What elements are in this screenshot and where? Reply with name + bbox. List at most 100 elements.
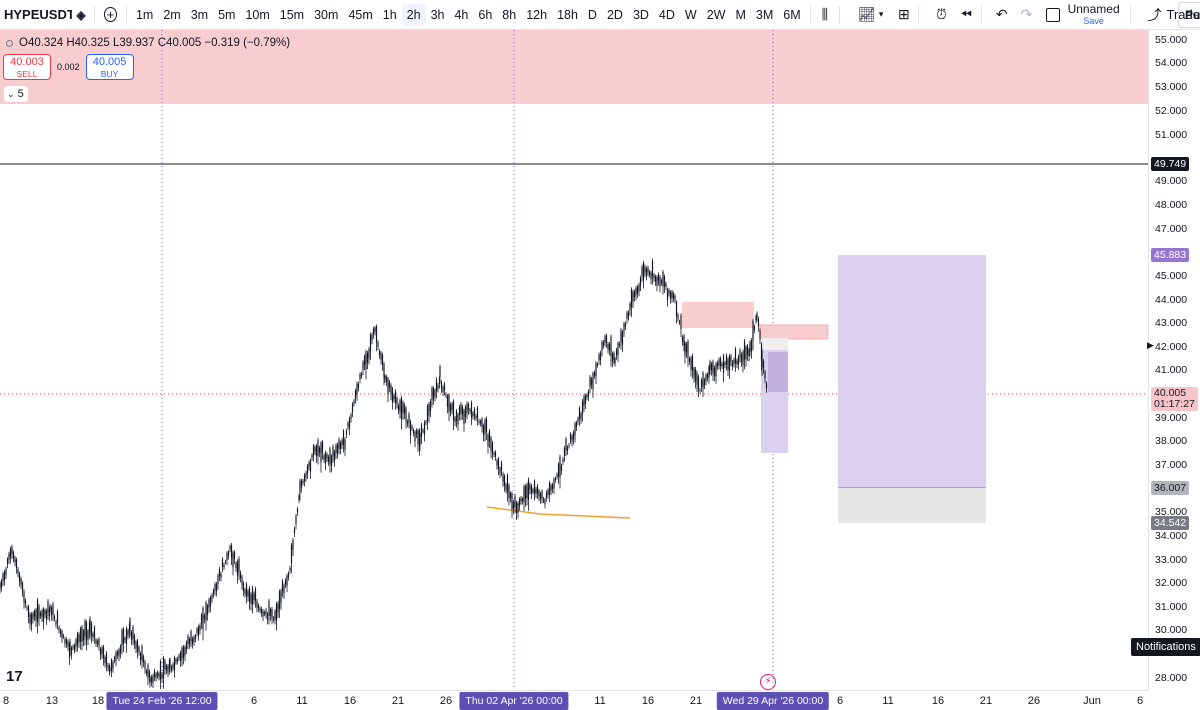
interval-3D[interactable]: 3D — [632, 7, 649, 22]
symbol-name[interactable]: HYPEUSDT.P — [4, 7, 72, 22]
plus-circle-icon[interactable]: + — [103, 7, 118, 22]
candle-body — [499, 468, 501, 474]
interval-6h[interactable]: 6h — [478, 7, 493, 22]
candle-series — [0, 258, 768, 690]
candle-body — [535, 488, 537, 494]
layout-name[interactable]: Unnamed Save — [1068, 3, 1120, 27]
candle-body — [132, 626, 134, 639]
time-tick: 16 — [641, 695, 655, 707]
redo-icon[interactable]: ↷ — [1020, 6, 1033, 22]
lightning-icon[interactable]: ⚡︎ — [760, 674, 776, 690]
interval-30m[interactable]: 30m — [314, 7, 339, 22]
candle-body — [565, 438, 567, 450]
interval-18h[interactable]: 18h — [557, 7, 578, 22]
price-tick: 49.000 — [1155, 175, 1188, 187]
candle-body — [244, 589, 246, 594]
time-axis[interactable]: 6 Jun 26 21 16 11 6 21 16 11 26 21 16 11 6 18 13 8 Tue 24… — [0, 690, 1148, 710]
candle-body — [512, 501, 515, 509]
interval-10m[interactable]: 10m — [245, 7, 270, 22]
replay-icon[interactable]: ⏪︎ — [960, 6, 972, 22]
resistance-zone[interactable] — [0, 30, 1148, 104]
price-scale[interactable]: 28.000 30.000 31.000 32.000 33.000 34.000 35.0… — [1147, 30, 1200, 690]
candle-body — [438, 377, 441, 384]
interval-2h[interactable]: 2h — [401, 3, 426, 26]
publish-button[interactable]: Pu — [1178, 2, 1200, 28]
sell-button[interactable]: 40.003 SELL — [3, 54, 51, 80]
support-trendline[interactable] — [486, 506, 631, 519]
target-price-label: 45.883 — [1151, 248, 1190, 262]
interval-12h[interactable]: 12h — [526, 7, 548, 22]
indicators-toggle[interactable]: ⌄ 5 — [4, 86, 28, 102]
candle-body — [502, 473, 504, 482]
price-tick: 28.000 — [1155, 672, 1188, 684]
symbol-search[interactable]: HYPEUSDT.P ◈ — [0, 0, 90, 30]
candle-body — [380, 352, 382, 360]
candle-body — [21, 583, 24, 592]
candle-body — [602, 342, 605, 346]
candle-body — [9, 548, 12, 558]
candle-body — [461, 406, 464, 415]
interval-6M[interactable]: 6M — [783, 7, 801, 22]
candle-body — [61, 631, 63, 639]
layout-save-link[interactable]: Save — [1083, 15, 1104, 26]
interval-W[interactable]: W — [684, 7, 697, 22]
price-chart[interactable] — [0, 30, 1148, 690]
series-visibility-icon[interactable] — [6, 39, 13, 47]
notifications-button[interactable]: Notifications — [1131, 638, 1200, 656]
interval-M[interactable]: M — [735, 7, 746, 22]
interval-4D[interactable]: 4D — [658, 7, 675, 22]
candle-body — [368, 349, 370, 359]
candle-body — [5, 568, 7, 575]
templates-icon[interactable]: ⊞ — [897, 6, 910, 22]
indicators-icon[interactable]: 📈︎ — [857, 6, 876, 22]
candle-body — [263, 612, 266, 614]
candle-body — [90, 623, 93, 636]
supply-box[interactable] — [682, 302, 754, 328]
supply-box[interactable] — [759, 324, 829, 340]
candle-body — [286, 575, 288, 586]
time-label-3: Wed 29 Apr '26 00:00 — [716, 692, 830, 710]
candles-icon[interactable]: ⫼ — [821, 6, 829, 22]
interval-2m[interactable]: 2m — [163, 7, 181, 22]
interval-1m[interactable]: 1m — [135, 7, 154, 22]
candle-body — [172, 664, 174, 668]
small-position-target[interactable] — [761, 338, 788, 350]
scale-arrow-icon[interactable]: ▶ — [1147, 340, 1154, 350]
long-position-target-zone[interactable] — [838, 255, 986, 488]
candle-body — [668, 290, 670, 294]
undo-icon[interactable]: ↶ — [995, 6, 1008, 22]
chevron-down-icon[interactable]: ▾ — [878, 9, 884, 19]
tradingview-logo-icon[interactable]: 17 — [6, 668, 23, 685]
candle-body — [287, 573, 290, 578]
candle-body — [206, 605, 209, 615]
alert-clock-icon[interactable]: ⏰︎ — [935, 6, 947, 22]
candle-body — [221, 559, 224, 567]
interval-3h[interactable]: 3h — [430, 7, 445, 22]
candle-body — [648, 271, 651, 275]
candle-body — [42, 609, 45, 623]
interval-3M[interactable]: 3M — [755, 7, 774, 22]
candle-body — [353, 400, 355, 404]
buy-button[interactable]: 40.005 BUY — [85, 54, 134, 80]
candle-body — [199, 625, 201, 631]
interval-D[interactable]: D — [587, 7, 597, 22]
divider — [918, 5, 920, 24]
candle-body — [81, 626, 83, 642]
chart-pane[interactable] — [0, 30, 1148, 690]
trade-button[interactable]: ⤴︎ Trade — [1142, 3, 1199, 27]
interval-4h[interactable]: 4h — [454, 7, 469, 22]
interval-2W[interactable]: 2W — [706, 7, 726, 22]
interval-45m[interactable]: 45m — [348, 7, 373, 22]
candle-body — [713, 367, 716, 376]
interval-8h[interactable]: 8h — [502, 7, 517, 22]
eye-icon[interactable]: ◈ — [76, 7, 86, 22]
long-position-stop-zone[interactable] — [838, 488, 986, 523]
interval-5m[interactable]: 5m — [218, 7, 236, 22]
time-tick: 26 — [439, 695, 453, 707]
interval-3m[interactable]: 3m — [190, 7, 209, 22]
layout-checkbox-icon[interactable] — [1043, 3, 1064, 27]
interval-1h[interactable]: 1h — [382, 7, 397, 22]
interval-2D[interactable]: 2D — [606, 7, 623, 22]
candle-body — [615, 349, 618, 356]
interval-15m[interactable]: 15m — [279, 7, 305, 22]
